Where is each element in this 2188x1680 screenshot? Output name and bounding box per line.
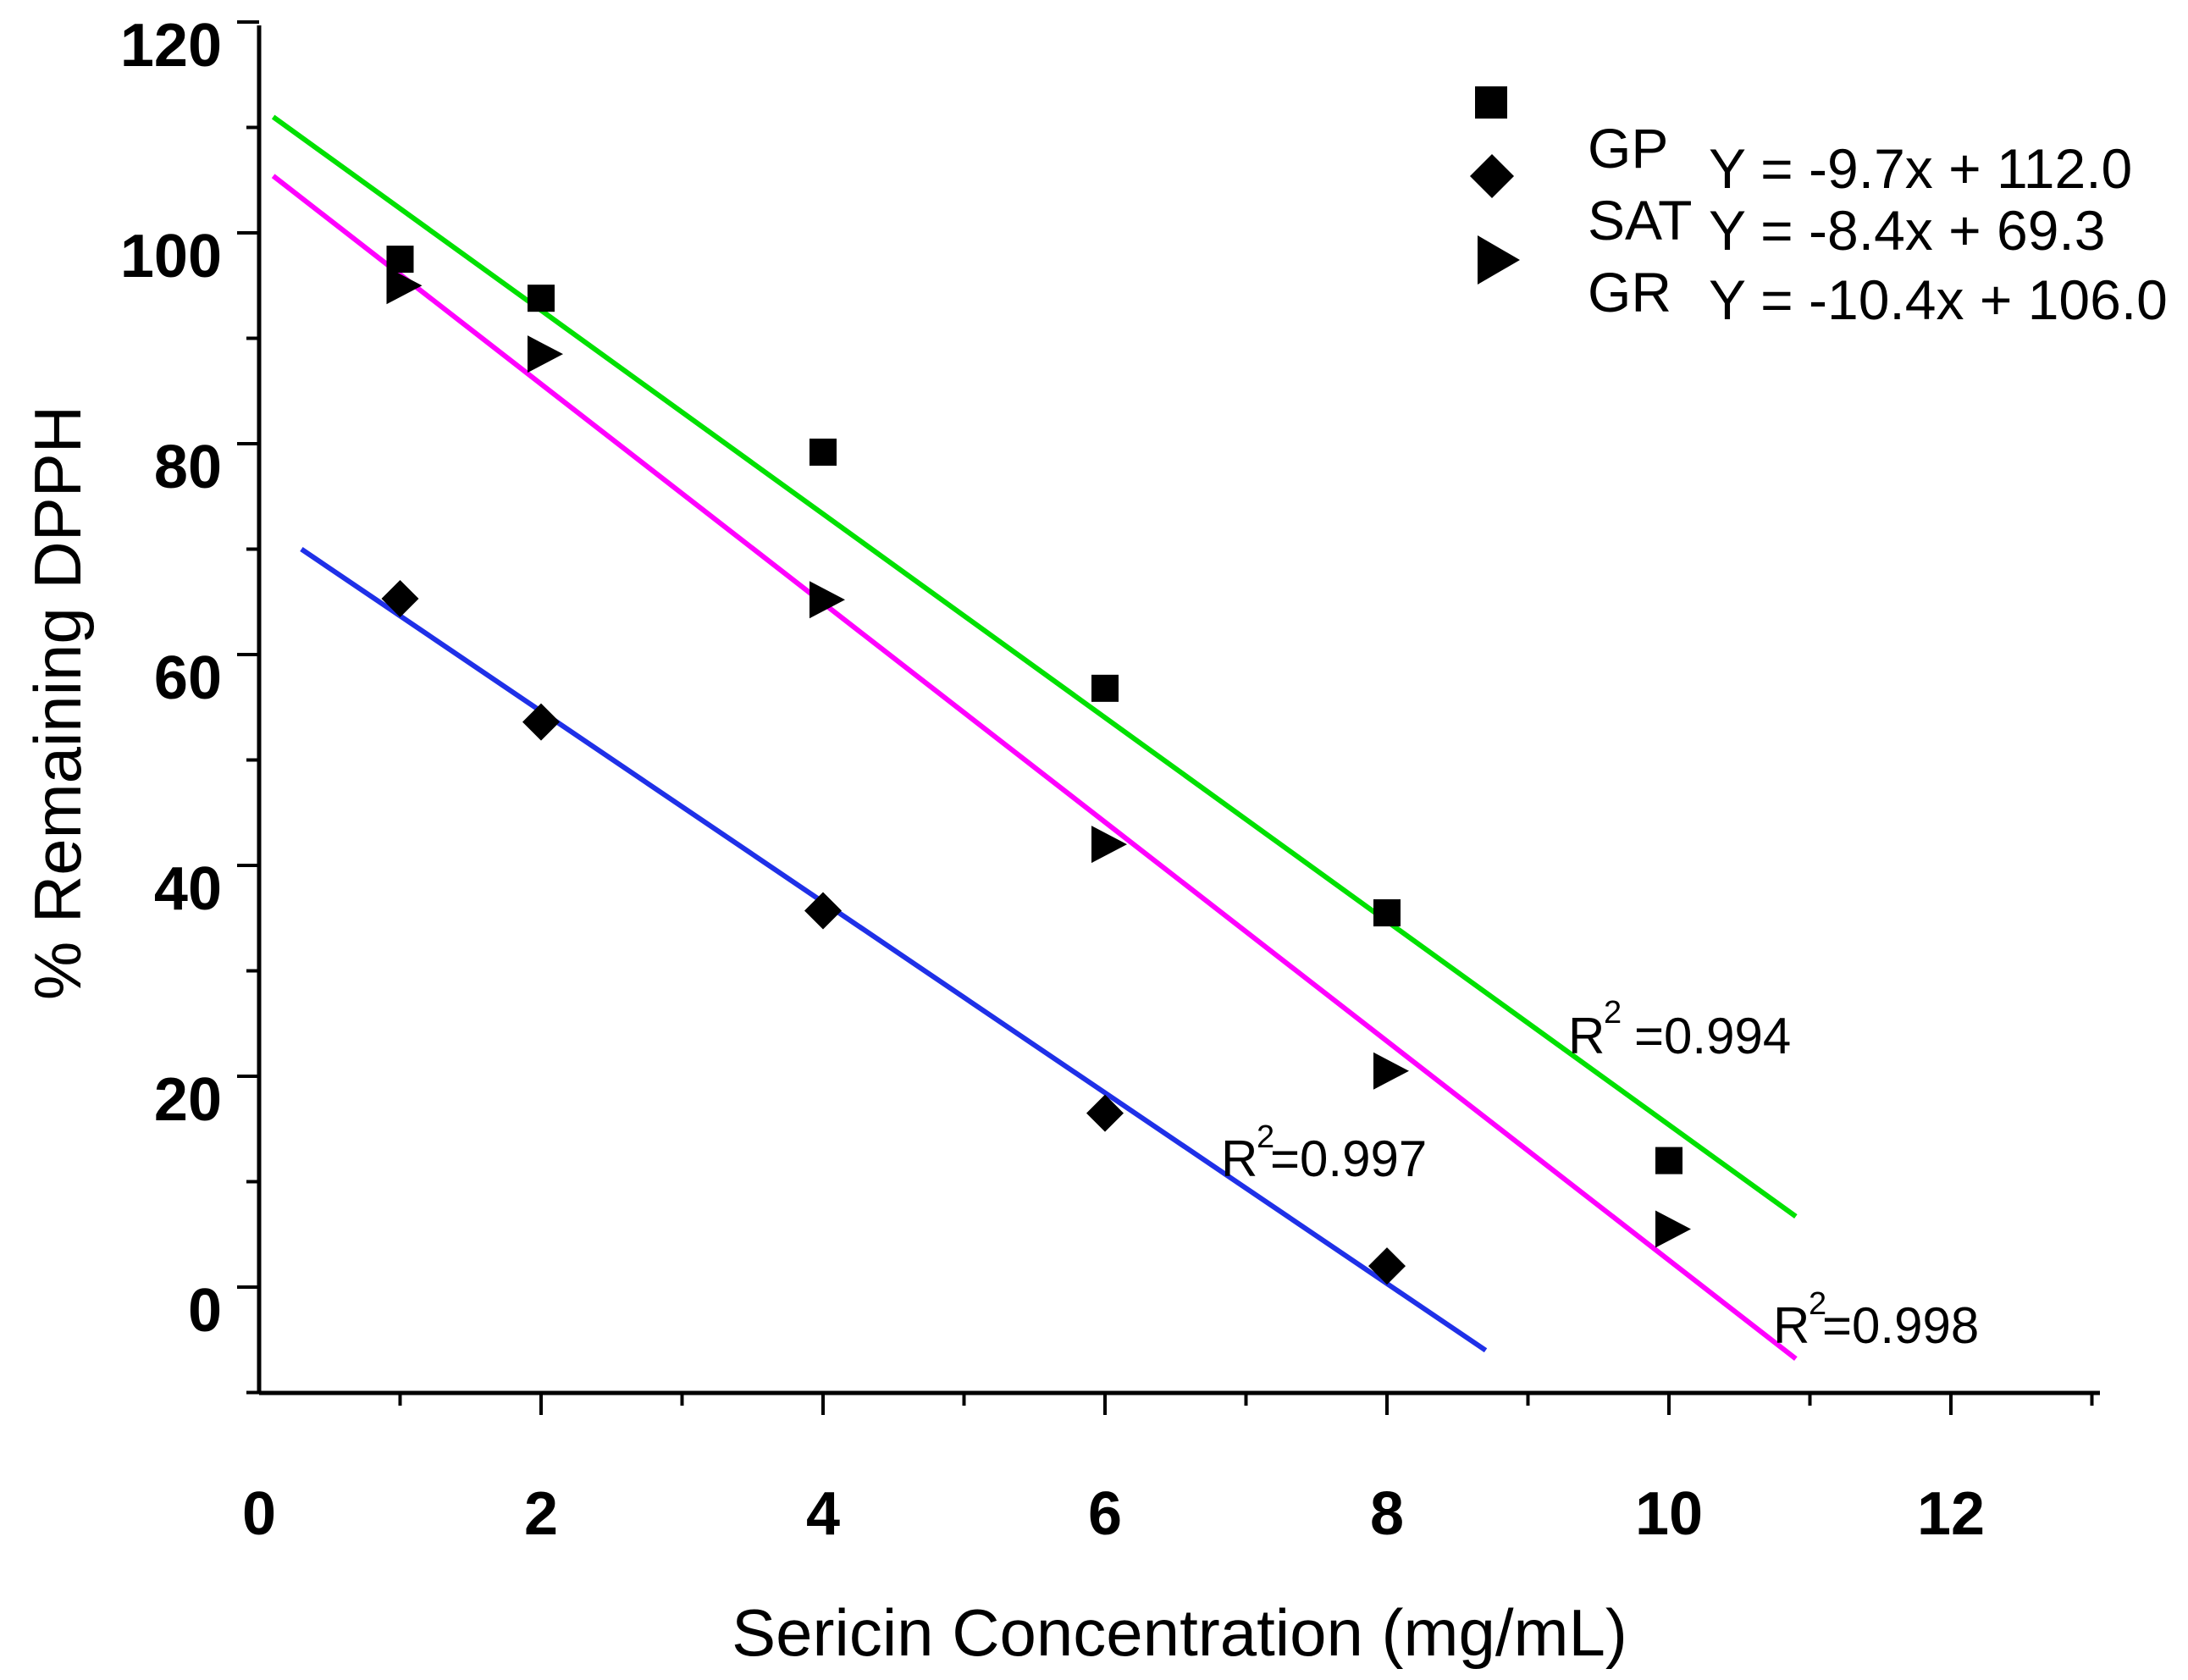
r2-annotation-gp: R 2 =0.994	[1568, 995, 1791, 1064]
r2-superscript-gp: 2	[1604, 995, 1622, 1031]
r2-value-sat: =0.997	[1270, 1130, 1427, 1187]
data-point-gp	[809, 438, 837, 466]
r2-annotation-sat: R 2 =0.997	[1221, 1119, 1427, 1187]
r2-superscript-gr: 2	[1809, 1286, 1826, 1322]
y-axis-title: % Remaining DPPH	[20, 406, 95, 1000]
axes	[257, 25, 2100, 1395]
fit-line-gp	[271, 114, 1798, 1219]
y-tick-label: 0	[188, 1277, 222, 1345]
data-point-gr	[1655, 1210, 1691, 1248]
y-tick-label: 40	[154, 855, 222, 923]
r2-value-gr: =0.998	[1822, 1297, 1979, 1354]
fit-line-gr	[271, 174, 1798, 1362]
x-tick-label: 4	[806, 1480, 840, 1548]
legend-marker-gp	[1475, 86, 1507, 119]
data-point-gp	[1373, 899, 1401, 927]
r2-prefix-gr: R	[1773, 1297, 1810, 1354]
data-point-sat	[1368, 1247, 1406, 1285]
legend-marker-gr	[1478, 235, 1520, 285]
data-point-gp	[386, 246, 414, 274]
legend-label-sat: SAT	[1588, 189, 1692, 251]
x-tick-label: 6	[1088, 1480, 1122, 1548]
legend: GP SAT GR Y = -9.7x + 112.0 Y = -8.4x + …	[1470, 86, 2168, 331]
data-point-gp	[1655, 1147, 1682, 1174]
data-point-sat	[522, 703, 560, 741]
data-point-gr	[386, 267, 423, 305]
x-tick-label: 2	[524, 1480, 558, 1548]
y-tick-label: 120	[120, 12, 222, 80]
r2-annotation-gr: R 2 =0.998	[1773, 1286, 1979, 1354]
fit-line-sat	[300, 547, 1488, 1353]
data-point-sat	[381, 580, 419, 618]
r2-value-gp: =0.994	[1634, 1008, 1791, 1064]
r2-superscript-sat: 2	[1257, 1119, 1274, 1155]
y-tick-label: 60	[154, 644, 222, 712]
r2-prefix-gp: R	[1568, 1008, 1605, 1064]
ticks	[237, 20, 2094, 1415]
data-point-sat	[804, 892, 842, 930]
equation-sat: Y = -8.4x + 69.3	[1709, 199, 2105, 262]
data-points	[381, 246, 1691, 1285]
data-point-gp	[1091, 674, 1119, 702]
y-tick-label: 80	[154, 434, 222, 501]
equation-gp: Y = -9.7x + 112.0	[1709, 137, 2132, 200]
data-point-sat	[1086, 1094, 1124, 1132]
data-point-gr	[1091, 826, 1127, 864]
data-point-gp	[528, 285, 555, 312]
equation-gr: Y = -10.4x + 106.0	[1709, 268, 2168, 331]
legend-label-gr: GR	[1588, 261, 1671, 323]
data-point-gr	[809, 581, 845, 619]
r2-prefix-sat: R	[1221, 1130, 1257, 1187]
data-point-gr	[528, 335, 563, 373]
x-axis-title: Sericin Concentration (mg/mL)	[732, 1595, 1627, 1670]
legend-marker-sat	[1470, 154, 1514, 198]
x-tick-label: 0	[242, 1480, 276, 1548]
x-tick-label: 10	[1635, 1480, 1703, 1548]
fit-lines	[271, 114, 1798, 1362]
legend-label-gp: GP	[1588, 117, 1668, 180]
data-point-gr	[1373, 1052, 1409, 1090]
y-tick-label: 20	[154, 1066, 222, 1134]
y-tick-label: 100	[120, 223, 222, 290]
x-tick-label: 8	[1370, 1480, 1404, 1548]
x-tick-label: 12	[1917, 1480, 1985, 1548]
